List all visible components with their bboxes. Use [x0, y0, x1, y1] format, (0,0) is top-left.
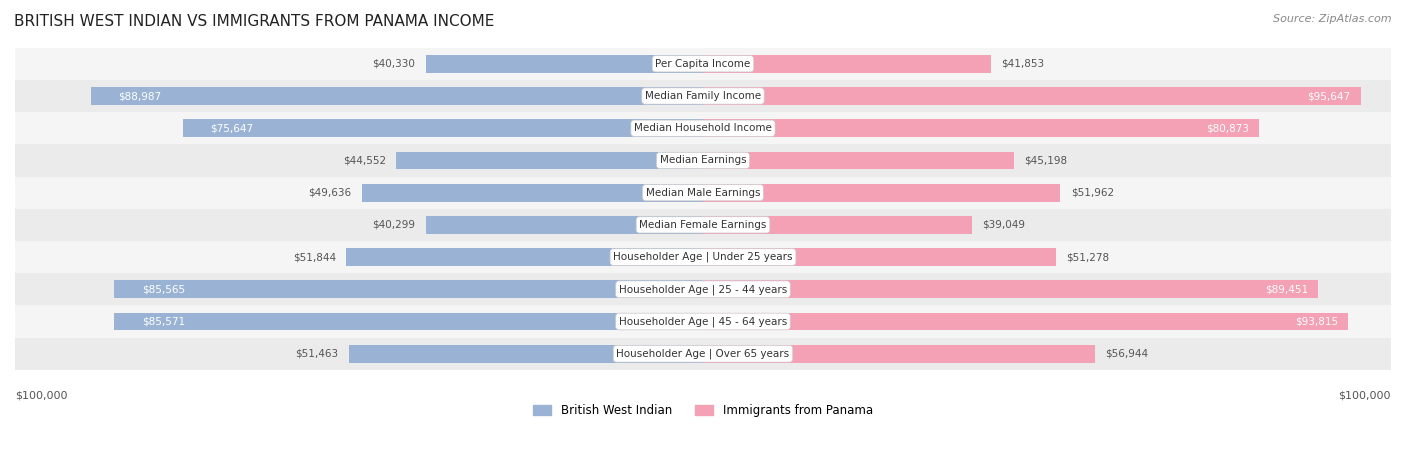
FancyBboxPatch shape	[15, 241, 1391, 273]
Text: $40,299: $40,299	[373, 220, 415, 230]
Text: Householder Age | Over 65 years: Householder Age | Over 65 years	[616, 348, 790, 359]
Text: Median Female Earnings: Median Female Earnings	[640, 220, 766, 230]
Text: $88,987: $88,987	[118, 91, 162, 101]
Text: $89,451: $89,451	[1265, 284, 1308, 294]
Text: $51,844: $51,844	[292, 252, 336, 262]
FancyBboxPatch shape	[15, 80, 1391, 112]
FancyBboxPatch shape	[114, 281, 703, 298]
Text: $51,278: $51,278	[1066, 252, 1109, 262]
Text: $40,330: $40,330	[373, 59, 415, 69]
FancyBboxPatch shape	[183, 120, 703, 137]
Text: $85,571: $85,571	[142, 317, 186, 326]
FancyBboxPatch shape	[426, 216, 703, 234]
Text: Median Male Earnings: Median Male Earnings	[645, 188, 761, 198]
FancyBboxPatch shape	[349, 345, 703, 362]
FancyBboxPatch shape	[703, 312, 1348, 330]
FancyBboxPatch shape	[703, 87, 1361, 105]
FancyBboxPatch shape	[15, 338, 1391, 370]
Text: $56,944: $56,944	[1105, 349, 1149, 359]
Text: Source: ZipAtlas.com: Source: ZipAtlas.com	[1274, 14, 1392, 24]
FancyBboxPatch shape	[703, 184, 1060, 201]
Text: $93,815: $93,815	[1295, 317, 1339, 326]
FancyBboxPatch shape	[15, 112, 1391, 144]
FancyBboxPatch shape	[15, 305, 1391, 338]
Text: $39,049: $39,049	[981, 220, 1025, 230]
Text: Median Family Income: Median Family Income	[645, 91, 761, 101]
Text: Householder Age | Under 25 years: Householder Age | Under 25 years	[613, 252, 793, 262]
Text: Householder Age | 45 - 64 years: Householder Age | 45 - 64 years	[619, 316, 787, 327]
Text: $80,873: $80,873	[1206, 123, 1249, 133]
FancyBboxPatch shape	[15, 48, 1391, 80]
Text: $85,565: $85,565	[142, 284, 186, 294]
Text: $44,552: $44,552	[343, 156, 387, 165]
Text: Householder Age | 25 - 44 years: Householder Age | 25 - 44 years	[619, 284, 787, 295]
FancyBboxPatch shape	[15, 273, 1391, 305]
Text: BRITISH WEST INDIAN VS IMMIGRANTS FROM PANAMA INCOME: BRITISH WEST INDIAN VS IMMIGRANTS FROM P…	[14, 14, 495, 29]
Text: $100,000: $100,000	[15, 391, 67, 401]
FancyBboxPatch shape	[91, 87, 703, 105]
FancyBboxPatch shape	[703, 152, 1014, 170]
Text: $49,636: $49,636	[308, 188, 352, 198]
FancyBboxPatch shape	[703, 281, 1319, 298]
FancyBboxPatch shape	[15, 144, 1391, 177]
FancyBboxPatch shape	[703, 55, 991, 73]
FancyBboxPatch shape	[15, 177, 1391, 209]
Text: $51,962: $51,962	[1071, 188, 1114, 198]
FancyBboxPatch shape	[426, 55, 703, 73]
FancyBboxPatch shape	[114, 312, 703, 330]
Legend: British West Indian, Immigrants from Panama: British West Indian, Immigrants from Pan…	[529, 399, 877, 422]
Text: $41,853: $41,853	[1001, 59, 1045, 69]
FancyBboxPatch shape	[361, 184, 703, 201]
Text: Median Earnings: Median Earnings	[659, 156, 747, 165]
FancyBboxPatch shape	[703, 248, 1056, 266]
Text: $45,198: $45,198	[1025, 156, 1067, 165]
FancyBboxPatch shape	[703, 345, 1095, 362]
FancyBboxPatch shape	[346, 248, 703, 266]
FancyBboxPatch shape	[703, 216, 972, 234]
Text: $95,647: $95,647	[1308, 91, 1351, 101]
Text: Median Household Income: Median Household Income	[634, 123, 772, 133]
FancyBboxPatch shape	[396, 152, 703, 170]
Text: $51,463: $51,463	[295, 349, 339, 359]
FancyBboxPatch shape	[15, 209, 1391, 241]
Text: $100,000: $100,000	[1339, 391, 1391, 401]
Text: Per Capita Income: Per Capita Income	[655, 59, 751, 69]
FancyBboxPatch shape	[703, 120, 1260, 137]
Text: $75,647: $75,647	[209, 123, 253, 133]
